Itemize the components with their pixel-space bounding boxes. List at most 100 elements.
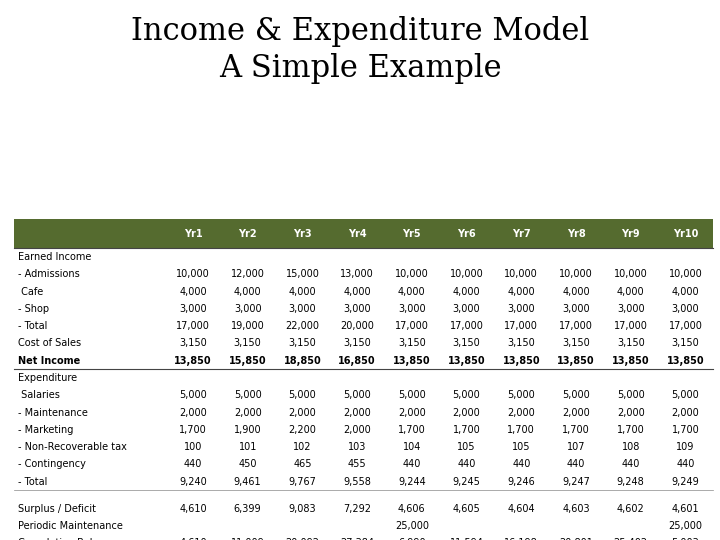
Text: 440: 440 [567, 460, 585, 469]
Text: Net Income: Net Income [18, 356, 80, 366]
Text: 4,000: 4,000 [343, 287, 371, 296]
Text: 465: 465 [293, 460, 312, 469]
Text: 440: 440 [457, 460, 476, 469]
Text: 2,200: 2,200 [289, 425, 316, 435]
Text: 1,700: 1,700 [398, 425, 426, 435]
Text: 5,000: 5,000 [453, 390, 480, 400]
Text: 3,000: 3,000 [234, 304, 261, 314]
Text: 1,900: 1,900 [234, 425, 261, 435]
Text: 3,150: 3,150 [562, 339, 590, 348]
Text: 9,558: 9,558 [343, 477, 371, 487]
Text: 105: 105 [512, 442, 531, 452]
Text: Income & Expenditure Model
A Simple Example: Income & Expenditure Model A Simple Exam… [131, 16, 589, 84]
Text: 4,605: 4,605 [453, 504, 480, 514]
Text: - Total: - Total [18, 477, 48, 487]
Text: - Shop: - Shop [18, 304, 49, 314]
Text: 13,850: 13,850 [174, 356, 212, 366]
Text: 13,850: 13,850 [557, 356, 595, 366]
Text: 4,000: 4,000 [234, 287, 261, 296]
Text: 3,150: 3,150 [343, 339, 371, 348]
Text: 10,000: 10,000 [614, 269, 647, 279]
Text: 4,000: 4,000 [672, 287, 699, 296]
Text: 3,150: 3,150 [398, 339, 426, 348]
Text: 2,000: 2,000 [343, 425, 371, 435]
Text: - Non-Recoverable tax: - Non-Recoverable tax [18, 442, 127, 452]
Text: 440: 440 [621, 460, 640, 469]
Text: 3,150: 3,150 [234, 339, 261, 348]
Text: Periodic Maintenance: Periodic Maintenance [18, 521, 123, 531]
Text: 19,000: 19,000 [231, 321, 264, 331]
Text: 9,248: 9,248 [617, 477, 644, 487]
Text: 4,610: 4,610 [179, 504, 207, 514]
Text: - Admissions: - Admissions [18, 269, 80, 279]
Text: 5,000: 5,000 [234, 390, 261, 400]
Text: 2,000: 2,000 [453, 408, 480, 417]
Text: 9,246: 9,246 [508, 477, 535, 487]
Text: 2,000: 2,000 [508, 408, 535, 417]
Text: 17,000: 17,000 [668, 321, 703, 331]
Text: 3,150: 3,150 [508, 339, 535, 348]
Text: 450: 450 [238, 460, 257, 469]
Text: 17,000: 17,000 [504, 321, 539, 331]
Text: 440: 440 [512, 460, 531, 469]
Text: 100: 100 [184, 442, 202, 452]
Text: 2,000: 2,000 [672, 408, 699, 417]
Text: 3,150: 3,150 [453, 339, 480, 348]
Text: 4,604: 4,604 [508, 504, 535, 514]
Text: 25,402: 25,402 [613, 538, 648, 540]
Text: 13,850: 13,850 [393, 356, 431, 366]
Text: Yr6: Yr6 [457, 228, 476, 239]
Text: 2,000: 2,000 [398, 408, 426, 417]
Text: 5,000: 5,000 [562, 390, 590, 400]
Text: 101: 101 [238, 442, 257, 452]
Text: 5,000: 5,000 [617, 390, 644, 400]
Text: 1,700: 1,700 [672, 425, 699, 435]
Text: 1,700: 1,700 [453, 425, 480, 435]
Text: 440: 440 [402, 460, 421, 469]
Text: 9,247: 9,247 [562, 477, 590, 487]
Text: 4,000: 4,000 [562, 287, 590, 296]
Text: 107: 107 [567, 442, 585, 452]
Text: 2,000: 2,000 [179, 408, 207, 417]
Text: 102: 102 [293, 442, 312, 452]
Text: 12,000: 12,000 [230, 269, 265, 279]
Text: 455: 455 [348, 460, 366, 469]
Text: 3,000: 3,000 [508, 304, 535, 314]
Text: 20,801: 20,801 [559, 538, 593, 540]
Text: 10,000: 10,000 [176, 269, 210, 279]
Text: 1,700: 1,700 [179, 425, 207, 435]
Text: 5,000: 5,000 [398, 390, 426, 400]
Text: 13,000: 13,000 [341, 269, 374, 279]
Text: 27,384: 27,384 [340, 538, 374, 540]
Text: 10,000: 10,000 [505, 269, 538, 279]
Text: 22,000: 22,000 [285, 321, 320, 331]
Text: 3,000: 3,000 [343, 304, 371, 314]
Text: - Contingency: - Contingency [18, 460, 86, 469]
Text: 10,000: 10,000 [559, 269, 593, 279]
Text: 4,000: 4,000 [617, 287, 644, 296]
Text: 17,000: 17,000 [449, 321, 484, 331]
Text: 15,850: 15,850 [229, 356, 266, 366]
Text: 4,602: 4,602 [617, 504, 644, 514]
Text: Salaries: Salaries [18, 390, 60, 400]
Text: 3,000: 3,000 [617, 304, 644, 314]
Text: 440: 440 [184, 460, 202, 469]
Text: 3,150: 3,150 [672, 339, 699, 348]
Text: 17,000: 17,000 [559, 321, 593, 331]
Text: Yr8: Yr8 [567, 228, 585, 239]
Text: Yr4: Yr4 [348, 228, 366, 239]
Text: Yr10: Yr10 [672, 228, 698, 239]
Text: 9,249: 9,249 [672, 477, 699, 487]
Text: 17,000: 17,000 [395, 321, 429, 331]
Text: 13,850: 13,850 [667, 356, 704, 366]
Text: 13,850: 13,850 [612, 356, 649, 366]
Text: 103: 103 [348, 442, 366, 452]
Text: 16,850: 16,850 [338, 356, 376, 366]
Text: 9,245: 9,245 [453, 477, 480, 487]
Text: 10,000: 10,000 [669, 269, 702, 279]
Text: Yr5: Yr5 [402, 228, 421, 239]
Text: Yr3: Yr3 [293, 228, 312, 239]
Text: 10,000: 10,000 [395, 269, 428, 279]
Text: 9,461: 9,461 [234, 477, 261, 487]
Text: 104: 104 [402, 442, 421, 452]
